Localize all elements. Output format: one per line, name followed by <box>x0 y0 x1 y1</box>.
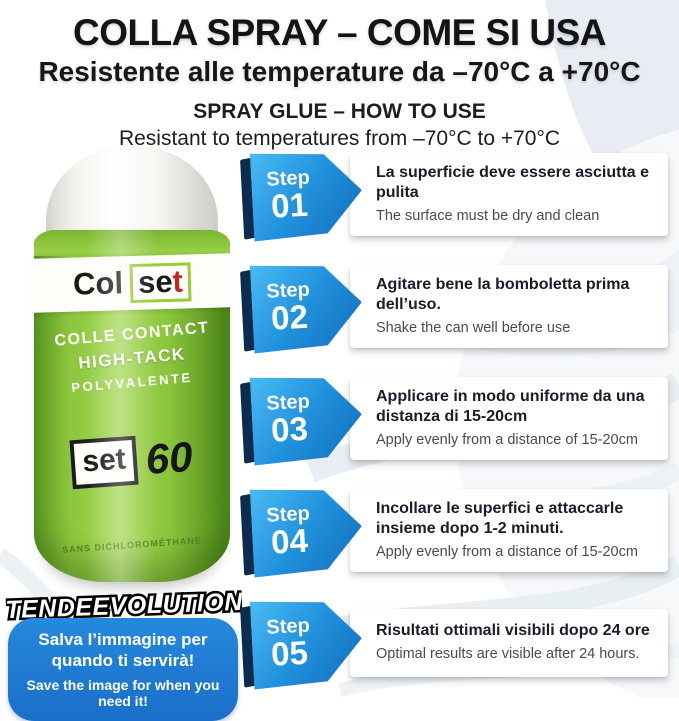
header: COLLA SPRAY – COME SI USA Resistente all… <box>0 12 679 151</box>
steps-list: Step 01 La superficie deve essere asciut… <box>240 147 668 689</box>
step-number: 01 <box>270 184 309 224</box>
step-text-english: Shake the can well before use <box>376 320 571 337</box>
can-variant: set 60 <box>34 429 230 492</box>
step-text-italian: Risultati ottimali visibili dopo 24 ore <box>376 622 650 640</box>
variant-number: 60 <box>144 432 194 483</box>
step-row-3: Step 03 Applicare in modo uniforme da un… <box>240 371 668 465</box>
logo-set-box: se t <box>129 261 192 303</box>
can-cap <box>46 146 218 242</box>
arrow-right-icon: Step 01 <box>250 147 364 241</box>
variant-set-box: set <box>69 435 139 490</box>
subtitle-english: Resistant to temperatures from –70°C to … <box>118 127 561 150</box>
title-english: SPRAY GLUE – HOW TO USE <box>193 100 486 123</box>
title-italian: COLLA SPRAY – COME SI USA <box>72 12 607 53</box>
step-5-card: Risultati ottimali visibili dopo 24 ore … <box>350 608 668 677</box>
step-4-ribbon: Step 04 <box>240 483 364 577</box>
save-note-english: Save the image for when you need it! <box>26 676 220 709</box>
save-image-note: Salva l’immagine per quando ti servirà! … <box>8 618 238 721</box>
arrow-right-icon: Step 02 <box>250 259 364 353</box>
step-1-card: La superficie deve essere asciutta e pul… <box>350 153 668 236</box>
arrow-right-icon: Step 03 <box>250 371 364 465</box>
subtitle-italian: Resistente alle temperature da –70°C a +… <box>38 56 641 87</box>
can-body: Col se t COLLE CONTACT HIGH-TACK POLYVALE… <box>34 230 230 582</box>
step-text-italian: Applicare in modo uniforme da una distan… <box>376 388 645 426</box>
logo-se-text: se <box>137 263 173 300</box>
step-text-italian: Incollare le superfici e attaccarle insi… <box>376 500 624 538</box>
logo-t-text: t <box>172 263 184 299</box>
step-number: 02 <box>270 296 309 336</box>
step-1-ribbon: Step 01 <box>240 147 364 241</box>
step-text-italian: La superficie deve essere asciutta e pul… <box>376 164 650 202</box>
can-footnote: SANS DICHLOROMÉTHANE <box>61 535 203 555</box>
product-can-image: Col se t COLLE CONTACT HIGH-TACK POLYVALE… <box>32 146 232 582</box>
step-text-english: Apply evenly from a distance of 15-20cm <box>376 544 638 561</box>
step-row-4: Step 04 Incollare le superfici e attacca… <box>240 483 668 577</box>
step-row-5: Step 05 Risultati ottimali visibili dopo… <box>240 595 668 689</box>
step-3-card: Applicare in modo uniforme da una distan… <box>350 377 668 460</box>
step-number: 04 <box>270 520 309 560</box>
step-row-1: Step 01 La superficie deve essere asciut… <box>240 147 668 241</box>
colset-logo: Col se t <box>72 261 192 304</box>
step-row-2: Step 02 Agitare bene la bomboletta prima… <box>240 259 668 353</box>
can-brand-label: Col se t <box>34 253 230 313</box>
save-note-italian-line1: Salva l’immagine per <box>38 630 208 649</box>
logo-col-text: Col <box>72 265 124 302</box>
step-text-english: The surface must be dry and clean <box>376 208 600 225</box>
step-number: 03 <box>270 408 309 448</box>
can-shoulder <box>34 230 230 256</box>
step-2-card: Agitare bene la bomboletta prima dell’us… <box>350 265 668 348</box>
arrow-right-icon: Step 04 <box>250 483 364 577</box>
step-text-italian: Agitare bene la bomboletta prima dell’us… <box>376 276 630 314</box>
step-3-ribbon: Step 03 <box>240 371 364 465</box>
step-2-ribbon: Step 02 <box>240 259 364 353</box>
save-note-italian-line2: quando ti servirà! <box>51 651 195 671</box>
step-text-english: Apply evenly from a distance of 15-20cm <box>376 432 638 449</box>
step-5-ribbon: Step 05 <box>240 595 364 689</box>
step-4-card: Incollare le superfici e attaccarle insi… <box>350 489 668 572</box>
step-number: 05 <box>270 632 309 672</box>
step-text-english: Optimal results are visible after 24 hou… <box>376 646 640 663</box>
arrow-right-icon: Step 05 <box>250 595 364 689</box>
